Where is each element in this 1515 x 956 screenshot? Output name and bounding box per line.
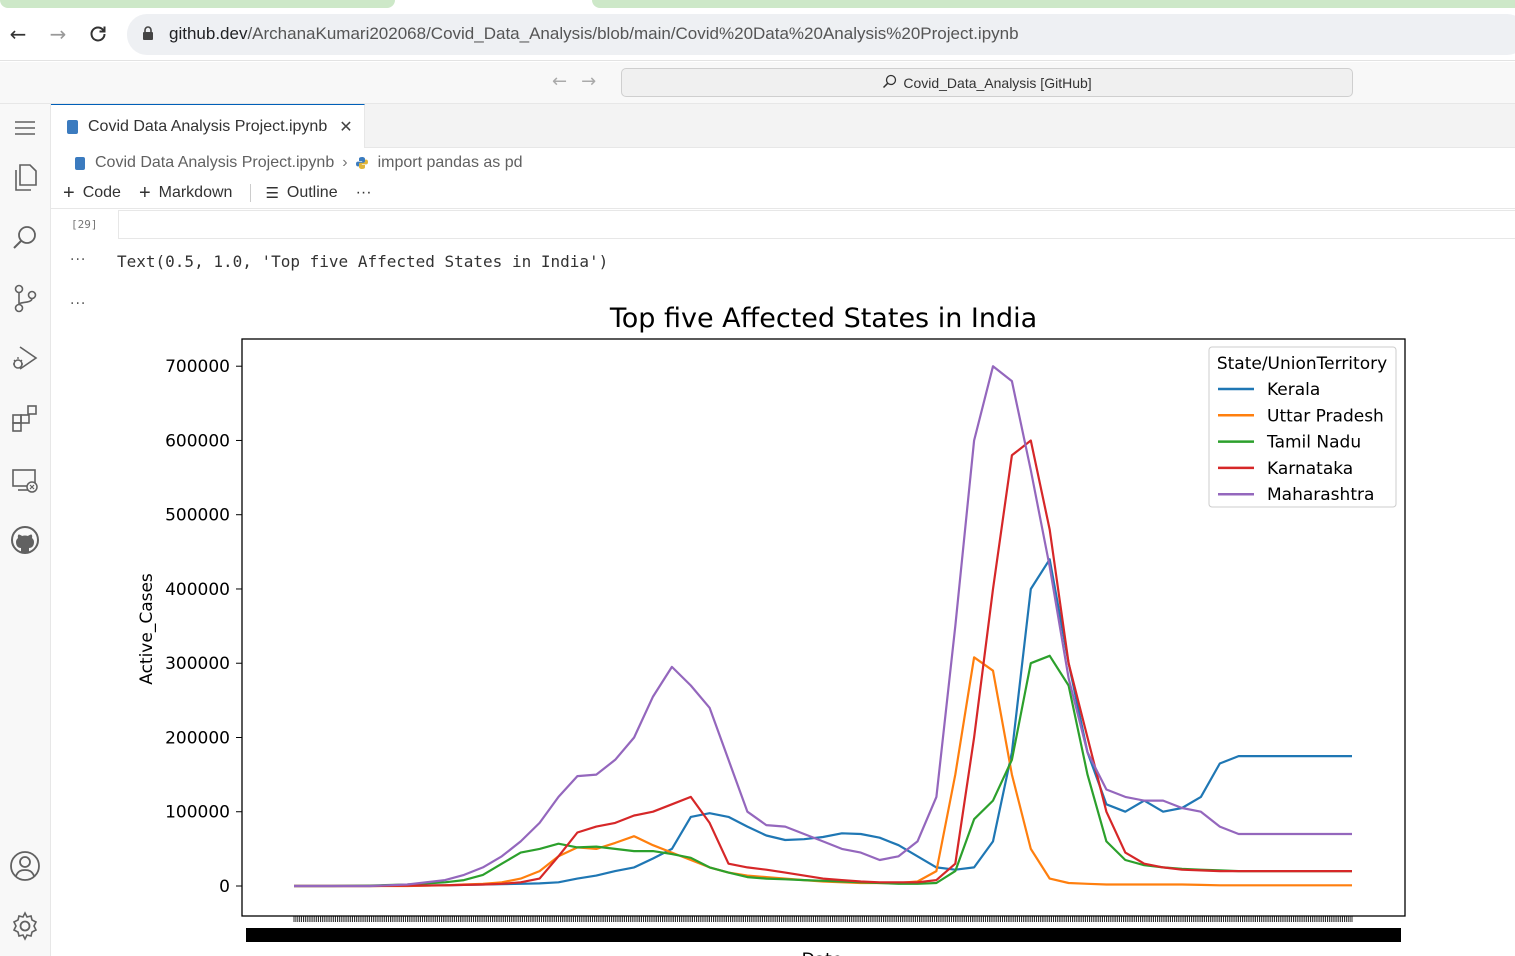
outline-label: Outline [286, 184, 338, 201]
search-icon [882, 74, 897, 92]
breadcrumb: Covid Data Analysis Project.ipynb › impo… [75, 152, 523, 174]
output-actions-icon[interactable]: ··· [70, 252, 87, 268]
extensions-icon[interactable] [5, 398, 45, 438]
series-line-kerala [294, 558, 1352, 888]
tab-notebook[interactable]: Covid Data Analysis Project.ipynb ✕ [51, 104, 365, 148]
y-tick-label: 300000 [165, 654, 230, 674]
y-tick-label: 600000 [165, 431, 230, 451]
plus-icon: + [138, 181, 151, 204]
y-axis-label: Active_Cases [137, 573, 157, 685]
source-control-icon[interactable] [5, 278, 45, 318]
explorer-icon[interactable] [5, 158, 45, 198]
history-nav[interactable]: ←→ [552, 71, 610, 92]
plus-icon: + [63, 181, 75, 204]
cell-output-text: Text(0.5, 1.0, 'Top five Affected States… [117, 252, 609, 271]
plot-frame [241, 338, 1406, 917]
x-axis-label: Date [802, 950, 843, 956]
execution-count: [29] [71, 218, 98, 231]
line-chart: Top five Affected States in India 0 100000… [137, 303, 1406, 956]
more-icon: ··· [355, 184, 372, 201]
browser-tab-right[interactable] [592, 0, 1515, 8]
close-icon[interactable]: ✕ [339, 118, 353, 136]
y-tick-label: 0 [219, 877, 230, 897]
x-tick-marks [293, 916, 1353, 922]
python-icon [355, 157, 368, 169]
series-line-uttar-pradesh [294, 656, 1352, 888]
search-icon[interactable] [5, 218, 45, 258]
list-icon: ☰ [265, 185, 279, 202]
notebook-icon [67, 119, 78, 134]
menu-icon[interactable] [5, 108, 45, 148]
lock-icon [143, 26, 153, 40]
tab-label: Covid Data Analysis Project.ipynb [88, 117, 328, 135]
command-center[interactable]: Covid_Data_Analysis [GitHub] [621, 68, 1353, 97]
y-tick-label: 200000 [165, 728, 230, 748]
legend-entry: Tamil Nadu [1266, 433, 1361, 453]
y-tick-label: 500000 [165, 506, 230, 526]
remote-explorer-icon[interactable] [5, 460, 45, 500]
breadcrumb-file[interactable]: Covid Data Analysis Project.ipynb [95, 154, 335, 171]
browser-tab-left[interactable] [0, 0, 395, 8]
nav-back-icon[interactable]: ← [552, 71, 582, 92]
chart-title: Top five Affected States in India [609, 303, 1037, 334]
legend-entry: Maharashtra [1267, 485, 1374, 505]
address-bar[interactable]: github.dev/ArchanaKumari202068/Covid_Dat… [127, 14, 1515, 55]
github-icon[interactable] [5, 520, 45, 560]
legend-title: State/UnionTerritory [1217, 354, 1387, 374]
legend-entry: Uttar Pradesh [1267, 406, 1384, 426]
browser-tab-strip [0, 0, 1515, 8]
url-text[interactable]: github.dev/ArchanaKumari202068/Covid_Dat… [169, 24, 1019, 43]
reload-icon[interactable] [84, 20, 112, 48]
series-line-tamil-nadu [294, 654, 1352, 888]
settings-gear-icon[interactable] [5, 906, 45, 946]
code-label: Code [82, 184, 121, 201]
add-markdown-cell-button[interactable]: + Markdown [139, 182, 233, 205]
y-tick-label: 400000 [165, 580, 230, 600]
back-icon[interactable]: ← [9, 22, 27, 46]
y-tick-label: 100000 [165, 803, 230, 823]
notebook-toolbar: + Code + Markdown ☰ Outline ··· [51, 178, 1515, 209]
x-ticks [293, 916, 1353, 922]
more-actions-button[interactable]: ··· [356, 184, 372, 202]
legend-entry: Karnataka [1267, 459, 1353, 479]
toolbar-divider [250, 184, 252, 202]
legend-entry: Kerala [1267, 380, 1320, 400]
account-icon[interactable] [5, 846, 45, 886]
activity-bar [0, 104, 51, 956]
breadcrumb-symbol[interactable]: import pandas as pd [377, 154, 523, 171]
outline-button[interactable]: ☰ Outline [265, 184, 337, 202]
vscode-titlebar: ←→ Covid_Data_Analysis [GitHub] [0, 62, 1515, 104]
notebook-icon [75, 156, 85, 170]
forward-icon[interactable]: → [49, 22, 67, 46]
x-tick-labels [246, 928, 1401, 942]
nav-forward-icon[interactable]: → [581, 71, 611, 92]
markdown-label: Markdown [158, 184, 233, 201]
y-tick-label: 700000 [165, 357, 230, 377]
legend-box [1208, 346, 1397, 508]
command-center-label: Covid_Data_Analysis [GitHub] [903, 74, 1092, 91]
add-code-cell-button[interactable]: + Code [63, 182, 121, 205]
output-actions-icon[interactable]: ··· [70, 296, 87, 312]
series-line-maharashtra [294, 365, 1352, 888]
run-debug-icon[interactable] [5, 338, 45, 378]
editor-tabs: Covid Data Analysis Project.ipynb ✕ [51, 104, 1515, 148]
chevron-right-icon: › [342, 154, 348, 171]
code-cell-editor[interactable] [118, 210, 1515, 239]
browser-toolbar: ← → github.dev/ArchanaKumari202068/Covid… [0, 8, 1515, 61]
series-line-karnataka [294, 439, 1352, 888]
